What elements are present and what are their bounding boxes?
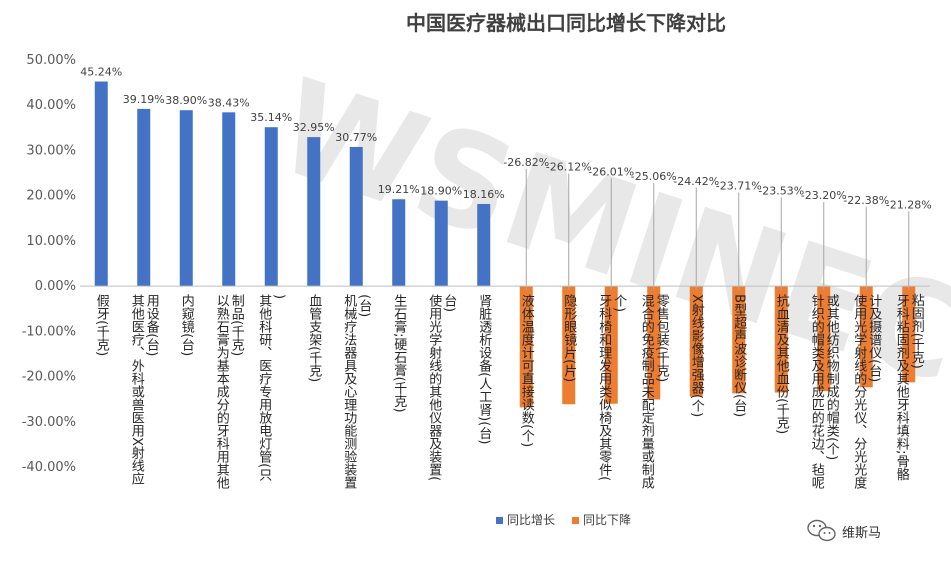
bar-decrease <box>519 286 533 408</box>
data-label: 19.21% <box>378 183 420 196</box>
category-label: 抗血清及其他血份(千克) <box>774 294 790 434</box>
y-tick-label: -20.00% <box>22 370 76 385</box>
category-label: 机械疗法器具及心理功能测验装置(台) <box>341 294 371 489</box>
data-label: -21.28% <box>886 199 932 212</box>
data-label: -23.20% <box>801 189 847 202</box>
bar-increase <box>222 112 236 287</box>
category-label: 隐形眼镜片(片) <box>561 294 577 382</box>
bar-increase <box>477 203 491 287</box>
legend-swatch <box>572 517 579 524</box>
bar-decrease <box>902 286 916 383</box>
category-labels: 假牙(千克) 其他医疗、外科或兽医用X射线应用设备(台) 内窥镜(台) 以熟石膏为基本… <box>94 294 925 491</box>
data-label: -25.06% <box>631 170 677 183</box>
legend-label: 同比下降 <box>583 513 631 527</box>
y-tick-label: -30.00% <box>22 415 76 430</box>
bar-decrease <box>604 286 618 404</box>
y-tick-label: 10.00% <box>26 234 76 249</box>
category-label: 生石膏;硬石膏(千克) <box>391 294 407 413</box>
data-labels: 45.24% 39.19% 38.90% 38.43%35.14%32.95%30.7… <box>80 66 932 291</box>
category-label: 肾脏透析设备(人工肾)(台) <box>476 294 492 444</box>
category-label: 血管支架(千克) <box>306 294 322 382</box>
category-label: 内窥镜(台) <box>179 294 195 357</box>
category-label: 使用光学射线的其他仪器及装置(台) <box>426 294 456 482</box>
bar-decrease <box>817 286 831 392</box>
category-label: 以熟石膏为基本成分的牙科用其他制品(千克) <box>214 294 245 490</box>
category-label: B型超声波诊断仪(台) <box>731 294 747 417</box>
bar-increase <box>349 146 363 287</box>
bar-increase <box>307 137 321 287</box>
data-label: -26.01% <box>588 165 634 178</box>
y-tick-label: -10.00% <box>22 324 76 339</box>
data-label: -24.42% <box>673 175 719 188</box>
category-label: 其他科研、医疗专用放电灯管(只) <box>256 294 286 482</box>
chart-title: 中国医疗器械出口同比增长下降对比 <box>406 11 726 35</box>
y-tick-label: -40.00% <box>22 460 76 475</box>
y-tick-label: 0.00% <box>35 279 76 294</box>
bar-increase <box>179 110 193 287</box>
data-label: 32.95% <box>293 121 335 134</box>
data-label: 38.90% <box>165 94 207 107</box>
legend-swatch <box>496 517 503 524</box>
data-label: 18.90% <box>420 185 462 198</box>
wechat-icon <box>807 519 836 542</box>
legend: 同比增长 同比下降 <box>496 513 631 527</box>
data-label: 45.24% <box>80 66 122 79</box>
data-label: -23.71% <box>716 180 762 193</box>
bar-increase <box>434 200 448 287</box>
data-label: 38.43% <box>208 96 250 109</box>
y-tick-label: 20.00% <box>26 189 76 204</box>
category-label: 其他医疗、外科或兽医用X射线应用设备(台) <box>129 294 160 485</box>
legend-label: 同比增长 <box>507 513 555 527</box>
data-label: 18.16% <box>463 188 505 201</box>
bars <box>94 81 916 408</box>
y-tick-label: 30.00% <box>26 143 76 158</box>
bar-increase <box>392 199 406 287</box>
data-label: -22.38% <box>843 194 889 207</box>
category-label: X射线影像增强器(个) <box>689 294 705 417</box>
category-label: 针织的帽类及用成匹的花边、毡呢或其他纺织物制成的帽类(个) <box>809 294 840 489</box>
data-label: -23.53% <box>758 184 804 197</box>
data-label: -26.82% <box>503 156 549 169</box>
data-label: -26.12% <box>546 161 592 174</box>
bar-increase <box>94 81 108 287</box>
bar-decrease <box>859 286 873 388</box>
category-label: 牙科粘固剂及其他牙科填料;骨骼粘固剂(千克) <box>894 294 925 481</box>
bar-increase <box>264 127 278 287</box>
category-label: 混合的免疫制品未配定剂量或制成零售包装(千克) <box>639 294 670 490</box>
bar-decrease <box>562 286 576 405</box>
bar-decrease <box>732 286 746 394</box>
bar-increase <box>137 108 151 287</box>
data-label: 39.19% <box>123 93 165 106</box>
category-label: 液体温度计可直接读数(个) <box>519 294 535 447</box>
data-label: 35.14% <box>250 111 292 124</box>
bar-decrease <box>774 286 788 393</box>
category-label: 牙科椅和理发用类似椅及其零件(个) <box>596 294 627 481</box>
bar-decrease <box>647 286 661 400</box>
wechat-badge: 维斯马 <box>807 519 881 542</box>
data-label: 30.77% <box>335 131 377 144</box>
category-label: 使用光学射线的分光仪、分光光度计及摄谱仪(台) <box>851 294 882 490</box>
badge-text: 维斯马 <box>842 526 881 541</box>
y-axis: 50.00% 40.00% 30.00% 20.00% 10.00% 0.00% -10.0… <box>22 53 76 475</box>
y-tick-label: 40.00% <box>26 98 76 113</box>
category-label: 假牙(千克) <box>94 294 110 356</box>
bar-decrease <box>689 286 703 397</box>
y-tick-label: 50.00% <box>26 53 76 68</box>
